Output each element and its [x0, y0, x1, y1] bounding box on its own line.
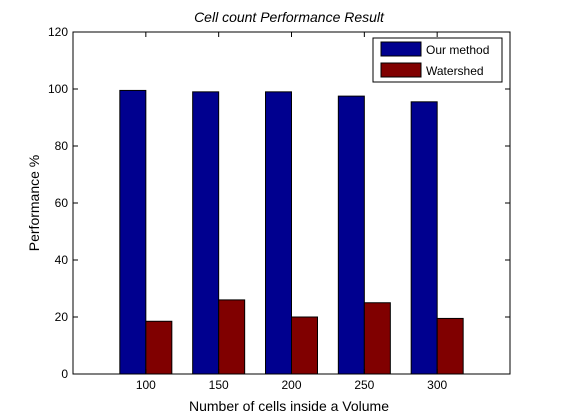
chart-title: Cell count Performance Result [194, 9, 385, 25]
bar-watershed-150 [218, 299, 246, 375]
y-tick-label: 0 [61, 367, 68, 381]
bar-our-method-150 [192, 91, 220, 375]
x-tick-label: 100 [136, 378, 156, 392]
bar-watershed-300 [436, 317, 464, 375]
y-tick-label: 20 [55, 310, 69, 324]
legend: Our method Watershed [372, 37, 503, 83]
bar-watershed-100 [145, 320, 173, 375]
x-tick-label: 300 [427, 378, 447, 392]
x-tick-label: 250 [354, 378, 374, 392]
y-tick-label: 100 [48, 82, 68, 96]
bar-watershed-250 [363, 302, 391, 375]
legend-swatch-our-method [380, 41, 422, 57]
bar-our-method-200 [265, 91, 292, 375]
x-axis-ticks: 100 150 200 250 300 [136, 32, 447, 392]
y-tick-label: 60 [55, 196, 69, 210]
bars-layer [119, 89, 464, 375]
bar-watershed-200 [291, 316, 318, 375]
legend-swatch-watershed [380, 62, 422, 78]
y-axis-ticks: 0 20 40 60 80 100 120 [48, 25, 510, 381]
x-tick-label: 150 [209, 378, 229, 392]
y-tick-label: 40 [55, 253, 69, 267]
legend-label-our-method: Our method [426, 43, 489, 57]
y-tick-label: 120 [48, 25, 68, 39]
legend-label-watershed: Watershed [426, 64, 484, 78]
x-tick-label: 200 [281, 378, 301, 392]
bar-our-method-250 [337, 95, 365, 375]
y-tick-label: 80 [55, 139, 69, 153]
y-axis-label: Performance % [26, 155, 42, 251]
bar-our-method-100 [119, 89, 147, 375]
bar-our-method-300 [410, 101, 438, 375]
x-axis-label: Number of cells inside a Volume [189, 398, 389, 414]
